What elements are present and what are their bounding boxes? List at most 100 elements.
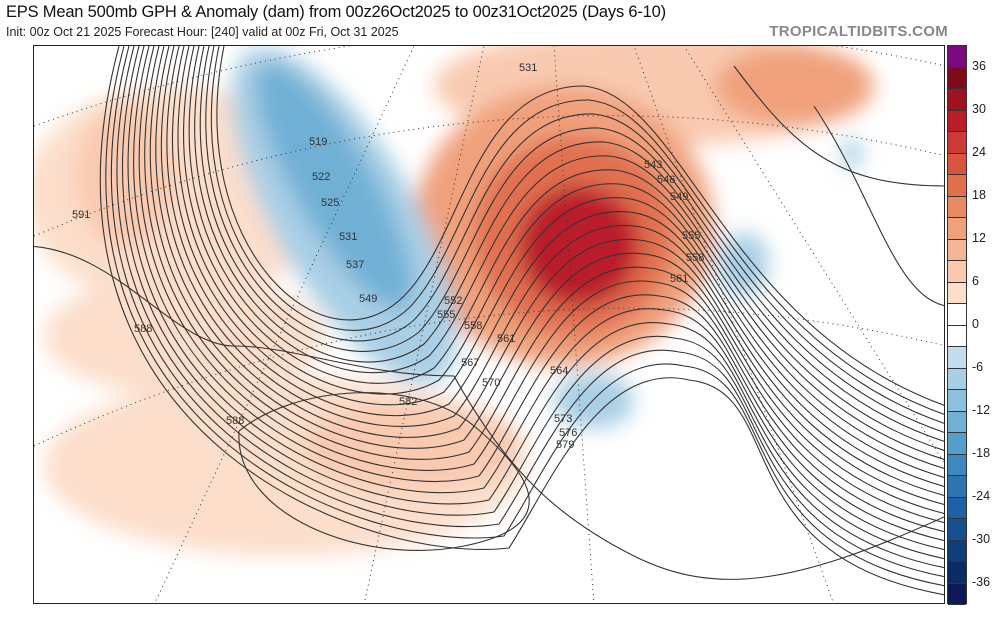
height-contour xyxy=(172,46,944,478)
colorbar-bin xyxy=(948,132,966,154)
colorbar-bin xyxy=(948,282,966,304)
contour-label: 555 xyxy=(437,309,455,321)
height-contour xyxy=(144,46,944,524)
colorbar-tick-label: 18 xyxy=(972,187,986,202)
graticule xyxy=(34,46,944,603)
contour-label: 549 xyxy=(359,293,377,305)
colorbar-bin xyxy=(948,67,966,89)
colorbar xyxy=(947,45,967,605)
height-contour xyxy=(110,46,944,578)
anomaly-warm-greenland xyxy=(714,46,874,126)
contour-label: 582 xyxy=(399,396,417,408)
height-contour xyxy=(194,46,944,442)
colorbar-tick-label: 6 xyxy=(972,273,979,288)
height-contour xyxy=(150,46,944,515)
height-contour xyxy=(188,46,944,451)
height-contour xyxy=(166,46,944,487)
colorbar-tick-label: 36 xyxy=(972,58,986,73)
height-contour xyxy=(183,46,944,460)
contour-label: 567 xyxy=(461,357,479,369)
colorbar-bin xyxy=(948,519,966,541)
colorbar-bin xyxy=(948,368,966,390)
colorbar-tick-label: -24 xyxy=(972,488,991,503)
colorbar-tick-label: -18 xyxy=(972,445,991,460)
height-contour xyxy=(122,46,944,560)
longitude-line xyxy=(553,46,595,603)
colorbar-tick-label: 0 xyxy=(972,316,979,331)
map-canvas: 591 588 588 519 522 525 531 537 549 552 555 558 561 5… xyxy=(34,46,944,603)
colorbar-bin xyxy=(948,562,966,584)
contour-label: 576 xyxy=(559,427,577,439)
contour-label: 588 xyxy=(134,323,152,335)
height-contour xyxy=(199,46,944,433)
contour-label: 522 xyxy=(312,171,330,183)
brand-watermark: TROPICALTIDBITS.COM xyxy=(769,23,948,40)
latitude-line xyxy=(34,115,944,237)
colorbar-tick-label: -30 xyxy=(972,531,991,546)
contour-label: 549 xyxy=(670,191,688,203)
colorbar-tick-label: -12 xyxy=(972,402,991,417)
colorbar-bin xyxy=(948,411,966,433)
anomaly-cold-ohio-valley xyxy=(554,373,634,429)
colorbar-bin xyxy=(948,390,966,412)
colorbar-bin xyxy=(948,153,966,175)
colorbar-bin xyxy=(948,476,966,498)
chart-title: EPS Mean 500mb GPH & Anomaly (dam) from … xyxy=(6,3,666,21)
height-contour xyxy=(116,46,944,569)
anomaly-warm-canada-core xyxy=(519,186,639,306)
contour-label: 525 xyxy=(321,197,339,209)
contour-label: 591 xyxy=(72,209,90,221)
colorbar-bin xyxy=(948,46,966,68)
colorbar-bin xyxy=(948,540,966,562)
contour-label: 558 xyxy=(464,320,482,332)
colorbar-tick-label: -6 xyxy=(972,359,984,374)
contour-label: 543 xyxy=(644,159,662,171)
contour-label: 537 xyxy=(346,259,364,271)
contour-label: 561 xyxy=(670,273,688,285)
contour-label: 579 xyxy=(556,439,574,451)
anomaly-warm-southwest-core xyxy=(304,401,524,491)
contour-labels: 591 588 588 519 522 525 531 537 549 552 555 558 561 5… xyxy=(72,62,704,451)
contour-label: 555 xyxy=(682,230,700,242)
colorbar-bin xyxy=(948,433,966,455)
contour-label: 558 xyxy=(686,252,704,264)
contour-label: 573 xyxy=(554,413,572,425)
height-contours xyxy=(34,46,944,596)
colorbar-tick-label: 24 xyxy=(972,144,986,159)
chart-subtitle: Init: 00z Oct 21 2025 Forecast Hour: [24… xyxy=(6,25,399,39)
contour-label: 519 xyxy=(309,136,327,148)
colorbar-bin xyxy=(948,110,966,132)
contour-label: 588 xyxy=(226,415,244,427)
colorbar-bin xyxy=(948,239,966,261)
height-contour xyxy=(138,46,944,533)
colorbar-bin xyxy=(948,454,966,476)
colorbar-tick-label: 30 xyxy=(972,101,986,116)
height-contour xyxy=(177,46,944,469)
colorbar-tick-label: -36 xyxy=(972,574,991,589)
colorbar-bin xyxy=(948,89,966,111)
colorbar-bin xyxy=(948,261,966,283)
contour-label: 546 xyxy=(657,174,675,186)
height-contour xyxy=(216,46,944,406)
subtropical-ridge-contour xyxy=(34,246,455,377)
height-contour xyxy=(210,46,944,415)
colorbar-bin xyxy=(948,304,966,326)
colorbar-bin xyxy=(948,218,966,240)
colorbar-bin xyxy=(948,347,966,369)
southwest-ridge-contour xyxy=(238,392,530,551)
height-contour xyxy=(127,46,944,551)
southern-contour xyxy=(453,375,944,580)
colorbar-bin xyxy=(948,196,966,218)
colorbar-bin xyxy=(948,175,966,197)
atlantic-contour xyxy=(813,105,944,306)
map-panel: 591 588 588 519 522 525 531 537 549 552 555 558 561 5… xyxy=(33,45,945,604)
contour-label: 531 xyxy=(519,62,537,74)
colorbar-bin xyxy=(948,583,966,605)
contour-label: 561 xyxy=(497,333,515,345)
height-contour xyxy=(155,46,944,505)
colorbar-bin xyxy=(948,497,966,519)
height-contour xyxy=(99,46,944,596)
height-contour xyxy=(133,46,944,542)
anomaly-cold-north-atlantic xyxy=(842,138,862,170)
contour-label: 570 xyxy=(482,377,500,389)
